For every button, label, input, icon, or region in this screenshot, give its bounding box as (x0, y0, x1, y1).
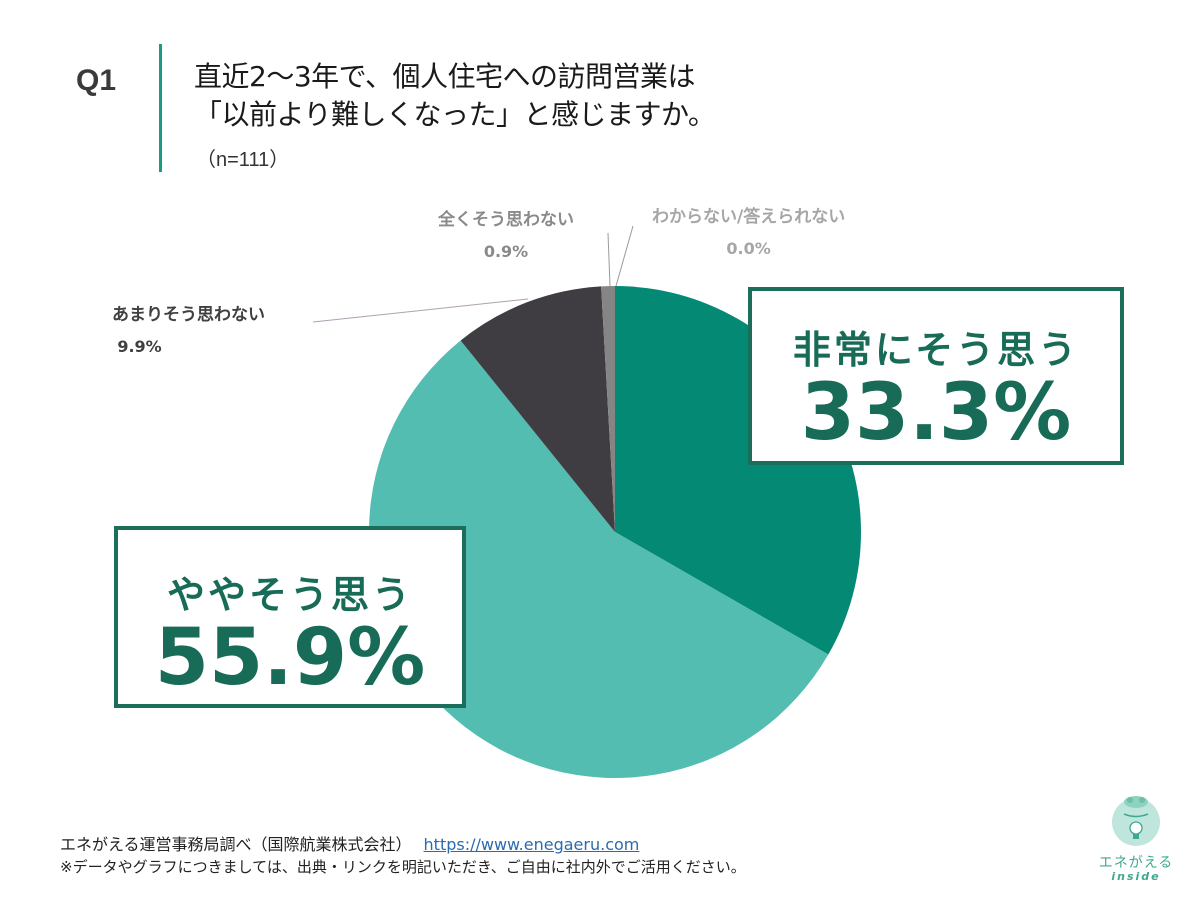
question-title-line1: 直近2〜3年で、個人住宅への訪問営業は (194, 60, 696, 93)
callout-strongly-agree-label: 非常にそう思う (792, 328, 1080, 372)
enegaeru-logo: エネがえる inside (1095, 792, 1177, 884)
footer-source: エネがえる運営事務局調べ（国際航業株式会社） https://www.enegae… (60, 831, 639, 855)
logo-sub: inside (1111, 870, 1161, 883)
leader-line-not-at-all (607, 232, 611, 287)
label-not-much: あまりそう思わない 9.9% (112, 300, 265, 356)
question-title-line2: 「以前より難しくなった」と感じますか。 (194, 98, 716, 131)
logo-brand: エネがえる (1098, 855, 1174, 871)
leader-line-dont-know (615, 225, 634, 287)
source-text: エネがえる運営事務局調べ（国際航業株式会社） (60, 835, 412, 854)
sample-size: （n=111） (196, 149, 290, 171)
label-not-much-text: あまりそう思わない (112, 305, 265, 325)
label-dont-know-text: わからない/答えられない (652, 207, 846, 227)
callout-somewhat-agree: ややそう思う 55.9% (114, 526, 466, 708)
label-not-at-all-value: 0.9% (483, 242, 529, 261)
label-not-much-value: 9.9% (117, 337, 162, 356)
callout-somewhat-agree-label: ややそう思う (166, 573, 413, 617)
frog-bulb-icon (1112, 796, 1160, 846)
pie-slice (601, 286, 615, 532)
label-dont-know-value: 0.0% (726, 239, 771, 258)
source-link[interactable]: https://www.enegaeru.com (423, 835, 640, 854)
question-title: 直近2〜3年で、個人住宅への訪問営業は 「以前より難しくなった」と感じますか。 (194, 58, 716, 134)
label-not-at-all: 全くそう思わない 0.9% (438, 205, 574, 261)
accent-divider (159, 44, 162, 172)
leader-lines (312, 225, 634, 323)
footer-note: ※データやグラフにつきましては、出典・リンクを明記いただき、ご自由に社内外でご活… (60, 858, 746, 876)
callout-strongly-agree-value: 33.3% (800, 368, 1072, 458)
pie-slice (368, 340, 829, 778)
label-dont-know: わからない/答えられない 0.0% (652, 202, 845, 258)
question-number: Q1 (76, 64, 117, 97)
callout-strongly-agree: 非常にそう思う 33.3% (748, 287, 1124, 465)
leader-line-not-much (312, 298, 529, 323)
label-not-at-all-text: 全くそう思わない (438, 210, 574, 230)
callout-somewhat-agree-value: 55.9% (154, 613, 426, 703)
pie-slice (460, 286, 615, 532)
